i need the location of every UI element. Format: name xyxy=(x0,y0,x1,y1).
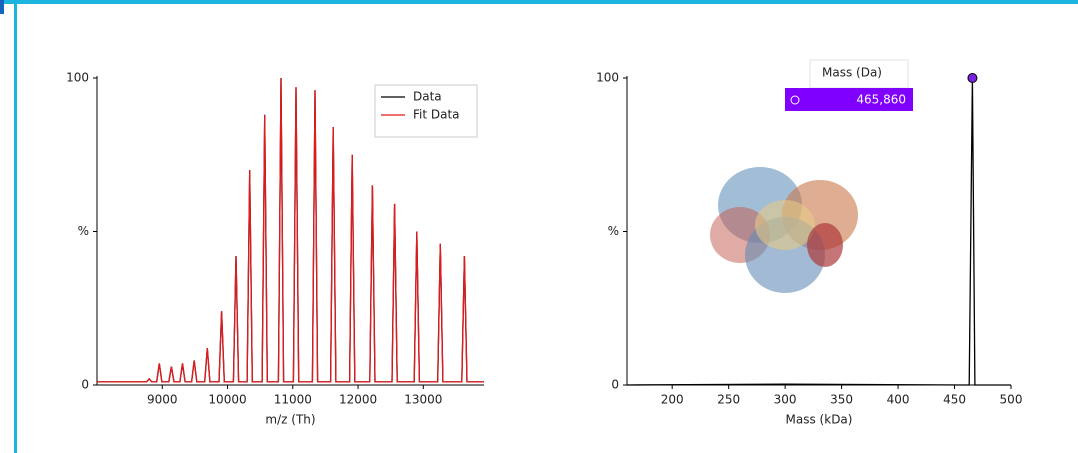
x-axis-label: Mass (kDa) xyxy=(786,413,853,427)
y-tick-label: 0 xyxy=(611,378,619,392)
y-tick-label: 100 xyxy=(596,71,619,85)
tooltip-header-box xyxy=(809,59,909,89)
y-tick-label: 0 xyxy=(81,378,89,392)
x-tick-label: 250 xyxy=(717,393,740,407)
tooltip-icon xyxy=(790,95,800,105)
x-tick-label: 200 xyxy=(661,393,684,407)
peak-marker xyxy=(967,73,978,83)
x-tick-label: 9000 xyxy=(147,393,178,407)
x-tick-label: 450 xyxy=(943,393,966,407)
legend-label: Data xyxy=(413,90,442,104)
x-tick-label: 11000 xyxy=(274,393,312,407)
y-tick-label: 100 xyxy=(66,71,89,85)
x-tick-label: 300 xyxy=(774,393,797,407)
y-tick-label: % xyxy=(78,224,89,238)
legend-label: Fit Data xyxy=(413,108,460,122)
series-line xyxy=(626,77,1011,386)
x-tick-label: 350 xyxy=(830,393,853,407)
x-tick-label: 12000 xyxy=(339,393,377,407)
series-line xyxy=(97,77,484,383)
x-tick-label: 10000 xyxy=(208,393,246,407)
x-tick-label: 13000 xyxy=(404,393,442,407)
frame-corner xyxy=(0,0,4,14)
legend-box xyxy=(374,84,478,138)
x-axis-label: m/z (Th) xyxy=(265,413,315,427)
tooltip-header: Mass (Da) xyxy=(822,66,882,80)
frame-left xyxy=(14,0,17,453)
protein-image xyxy=(710,167,858,293)
tooltip-value-box xyxy=(785,88,913,111)
y-tick-label: % xyxy=(608,224,619,238)
frame-top xyxy=(0,0,1078,4)
x-tick-label: 400 xyxy=(887,393,910,407)
tooltip-value: 465,860 xyxy=(856,93,906,107)
x-tick-label: 500 xyxy=(1000,393,1023,407)
